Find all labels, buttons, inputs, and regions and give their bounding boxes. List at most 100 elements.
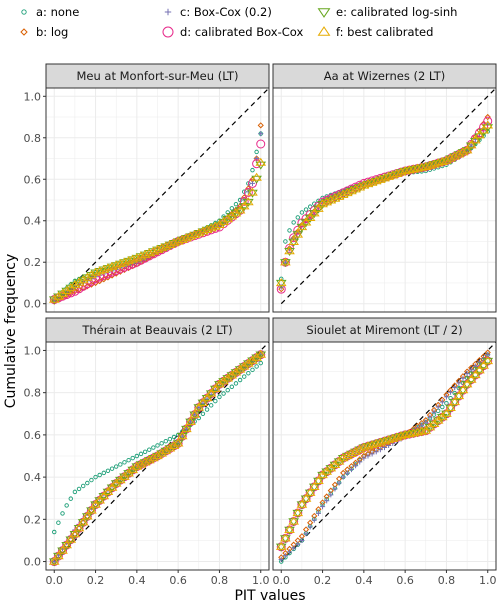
point-e bbox=[453, 392, 465, 401]
x-tick-label: 0.6 bbox=[396, 574, 414, 587]
panel-3: Thérain at Beauvais (2 LT) 0.0 0.2 0.4 0.6 0.… bbox=[24, 317, 270, 587]
point-e bbox=[114, 476, 126, 485]
point-b bbox=[84, 283, 91, 290]
point-f bbox=[366, 177, 378, 186]
point-e bbox=[424, 424, 436, 433]
point-f bbox=[172, 236, 184, 245]
point-a bbox=[80, 483, 86, 489]
point-e bbox=[69, 281, 81, 290]
series-points bbox=[275, 349, 494, 564]
point-a bbox=[72, 489, 78, 495]
point-f bbox=[201, 393, 213, 402]
point-c bbox=[377, 447, 383, 453]
point-a bbox=[258, 360, 263, 366]
point-f bbox=[131, 461, 143, 470]
point-f bbox=[317, 199, 328, 208]
point-f bbox=[408, 164, 419, 173]
point-f bbox=[205, 388, 217, 397]
point-a bbox=[52, 529, 57, 535]
point-c bbox=[443, 394, 450, 400]
x-tick-label: 0.8 bbox=[211, 574, 229, 587]
point-f bbox=[280, 257, 291, 266]
point-c bbox=[299, 537, 305, 544]
point-f bbox=[296, 499, 308, 508]
point-f bbox=[77, 517, 89, 526]
point-f bbox=[143, 248, 155, 257]
point-a bbox=[229, 206, 235, 211]
y-tick-label: 0.8 bbox=[24, 387, 42, 400]
point-f bbox=[98, 491, 110, 500]
legend-label-d: d: calibrated Box-Cox bbox=[180, 25, 303, 39]
panel-title: Meu at Monfort-sur-Meu (LT) bbox=[76, 69, 238, 83]
point-f bbox=[106, 482, 118, 491]
point-f bbox=[284, 246, 295, 255]
point-d bbox=[239, 196, 249, 206]
point-f bbox=[358, 180, 370, 189]
point-b bbox=[113, 270, 120, 277]
panel-title: Aa at Wizernes (2 LT) bbox=[324, 69, 446, 83]
point-f bbox=[362, 179, 374, 188]
point-a bbox=[89, 477, 94, 483]
point-f bbox=[193, 402, 205, 411]
point-f bbox=[119, 257, 130, 266]
point-a bbox=[93, 474, 98, 480]
point-a bbox=[68, 496, 73, 501]
point-c bbox=[324, 498, 330, 504]
point-f bbox=[337, 453, 349, 462]
point-f bbox=[300, 493, 312, 502]
point-e bbox=[247, 189, 258, 198]
point-f bbox=[168, 441, 180, 450]
point-f bbox=[432, 158, 444, 167]
point-c bbox=[307, 524, 313, 530]
y-tick-label: 0.2 bbox=[24, 513, 42, 526]
point-c bbox=[258, 131, 264, 137]
point-e bbox=[300, 495, 312, 504]
point-f bbox=[329, 193, 341, 202]
point-e bbox=[77, 519, 89, 528]
point-d bbox=[252, 159, 262, 169]
point-f bbox=[375, 174, 386, 183]
point-f bbox=[461, 145, 473, 154]
point-f bbox=[304, 487, 316, 496]
point-a bbox=[229, 384, 235, 389]
point-e bbox=[308, 483, 320, 492]
point-c bbox=[282, 259, 288, 265]
point-a bbox=[250, 367, 255, 373]
point-f bbox=[160, 241, 172, 250]
point-e bbox=[474, 133, 485, 142]
panel-border bbox=[45, 87, 270, 313]
y-tick-label: 1.0 bbox=[24, 90, 42, 103]
point-e bbox=[189, 411, 201, 420]
point-c bbox=[344, 470, 350, 476]
point-e bbox=[222, 215, 234, 224]
point-e bbox=[81, 513, 93, 522]
point-f bbox=[461, 379, 473, 388]
legend-label-b: b: log bbox=[36, 25, 68, 39]
legend-label-f: f: best calibrated bbox=[336, 25, 433, 39]
point-c bbox=[353, 463, 359, 469]
point-a bbox=[101, 470, 107, 476]
point-f bbox=[354, 182, 366, 191]
point-f bbox=[176, 234, 188, 243]
panels: Meu at Monfort-sur-Meu (LT) 0.0 0.2 0.4 0.6 0… bbox=[24, 63, 497, 587]
point-f bbox=[354, 444, 366, 453]
point-a bbox=[130, 455, 135, 461]
y-tick-label: 0.8 bbox=[24, 132, 42, 145]
point-e bbox=[288, 518, 299, 527]
point-f bbox=[181, 233, 192, 242]
point-e bbox=[284, 526, 295, 535]
point-f bbox=[90, 499, 101, 508]
point-c bbox=[448, 389, 454, 395]
legend-label-a: a: none bbox=[36, 5, 79, 19]
point-e bbox=[445, 404, 456, 413]
point-f bbox=[69, 529, 81, 538]
point-f bbox=[152, 451, 163, 460]
point-c bbox=[464, 371, 470, 377]
point-e bbox=[230, 210, 242, 219]
legend-marker-d bbox=[162, 26, 174, 38]
point-f bbox=[193, 228, 205, 237]
point-b bbox=[108, 272, 116, 279]
point-f bbox=[304, 212, 316, 221]
x-tick-label: 1.0 bbox=[252, 574, 270, 587]
